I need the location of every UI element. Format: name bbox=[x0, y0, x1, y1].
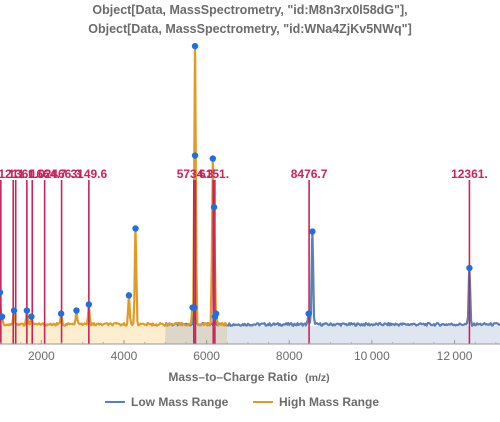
peak-marker-0-4 bbox=[466, 264, 473, 272]
peak-marker-1-2 bbox=[10, 307, 18, 314]
x-tick-label-1: 4000 bbox=[111, 349, 138, 363]
x-tick-label-4: 10 000 bbox=[354, 349, 390, 363]
peak-marker-1-5 bbox=[57, 310, 65, 317]
shaded-range-1 bbox=[165, 325, 228, 344]
annotation-label-12: 8476.7 bbox=[291, 167, 328, 181]
shaded-ranges bbox=[0, 325, 500, 344]
annotation-overlap-label-2: 1664.7 bbox=[30, 167, 67, 181]
peak-marker-1-0 bbox=[0, 289, 4, 296]
legend: Low Mass Range High Mass Range bbox=[105, 395, 379, 409]
annotation-label-13: 12361. bbox=[451, 167, 488, 181]
peak-marker-1-7 bbox=[85, 301, 93, 308]
peak-marker-1-13 bbox=[209, 155, 217, 162]
peak-marker-1-14 bbox=[210, 204, 218, 211]
x-axis-label: Mass–to–Charge Ratio bbox=[168, 370, 297, 384]
peak-marker-1-3 bbox=[23, 307, 31, 314]
x-tick-label-3: 8000 bbox=[276, 349, 303, 363]
peak-marker-layer bbox=[0, 42, 473, 320]
peak-marker-0-2 bbox=[305, 310, 312, 317]
peak-marker-1-10 bbox=[189, 304, 196, 311]
x-axis-unit: (m/z) bbox=[305, 372, 330, 384]
peak-marker-1-1 bbox=[0, 313, 6, 320]
peak-marker-0-3 bbox=[309, 228, 316, 235]
series-layer bbox=[0, 45, 500, 327]
x-tick-label-5: 12 000 bbox=[437, 349, 473, 363]
legend-label-1: High Mass Range bbox=[279, 395, 379, 409]
chart-title-line-1: Object[Data, MassSpectrometry, "id:M8n3r… bbox=[92, 3, 407, 17]
peak-marker-1-11 bbox=[191, 42, 199, 50]
x-axis: 2000 4000 6000 8000 10 000 12 000 bbox=[0, 340, 500, 363]
annotation-overlap-label-4: 3149.6 bbox=[70, 167, 107, 181]
chart-title-line-2: Object[Data, MassSpectrometry, "id:WNa4Z… bbox=[88, 22, 412, 36]
x-tick-label-0: 2000 bbox=[28, 349, 55, 363]
legend-label-0: Low Mass Range bbox=[131, 395, 229, 409]
annotation-overlap-label-3: 2466.3 bbox=[45, 167, 82, 181]
annotation-overlap-label-1: 1360.0 bbox=[8, 167, 45, 181]
annotation-layer: 8476.7 12361. 12​11.11360.01664.72466.3314… bbox=[0, 167, 488, 344]
peak-marker-1-8 bbox=[125, 292, 133, 299]
shaded-range-2 bbox=[227, 325, 500, 344]
x-axis-title: Mass–to–Charge Ratio (m/z) bbox=[168, 370, 329, 384]
peak-marker-1-15 bbox=[212, 310, 220, 317]
peak-marker-1-6 bbox=[73, 307, 80, 314]
shaded-range-0 bbox=[0, 325, 166, 344]
annotation-overlap-label-6: 6151. bbox=[199, 167, 229, 181]
annotation-overlap-label-5: 5734.3 bbox=[177, 167, 214, 181]
peak-marker-1-4 bbox=[28, 313, 35, 320]
peak-marker-1-9 bbox=[132, 225, 139, 232]
annotation-overlap-label-0: 12​11.1 bbox=[0, 167, 35, 181]
peak-marker-1-12 bbox=[191, 152, 199, 159]
x-tick-label-2: 6000 bbox=[193, 349, 220, 363]
chart-title: Object[Data, MassSpectrometry, "id:M8n3r… bbox=[88, 3, 412, 36]
